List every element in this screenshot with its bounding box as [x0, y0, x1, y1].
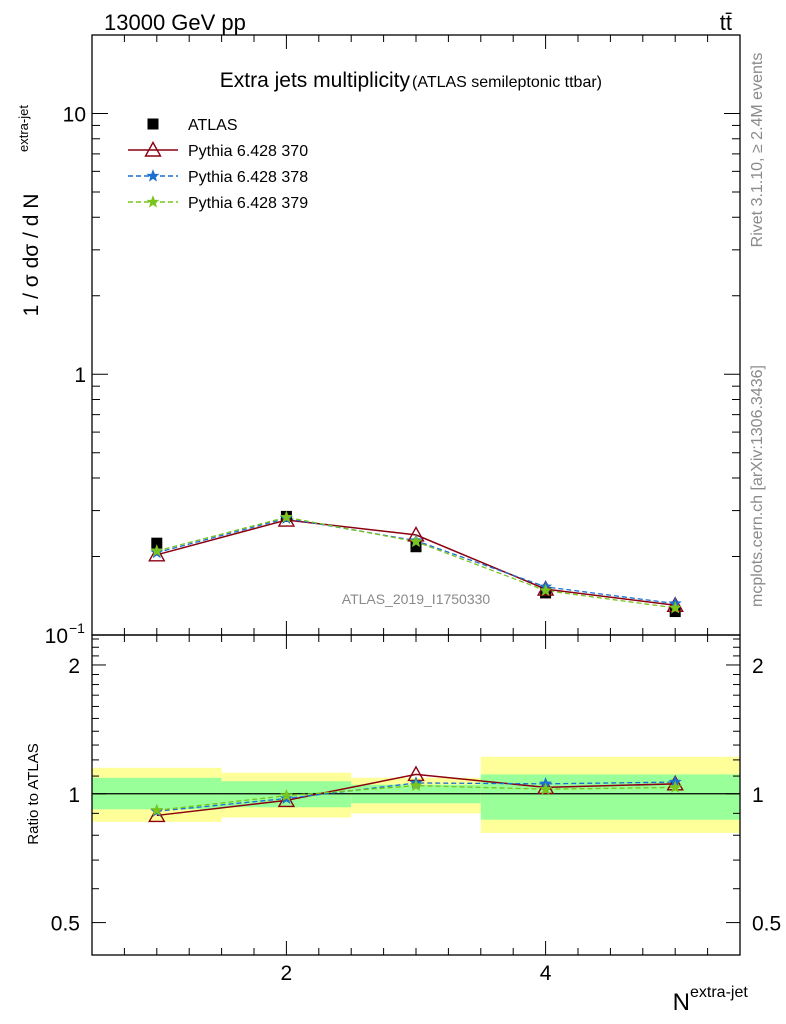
data-point-series-3: [279, 510, 293, 523]
ratio-point-series-2: [279, 788, 293, 802]
header-energy-label: 13000 GeV pp: [104, 10, 246, 35]
main-y-axis-label: 1 / σ dσ / d N extra-jet: [16, 105, 43, 317]
ratio-y-tick-label-right: 0.5: [752, 913, 781, 936]
ratio-y-axis-label: Ratio to ATLAS: [25, 743, 42, 844]
mcplots-label: mcplots.cern.ch [arXiv:1306.3436]: [749, 365, 766, 607]
main-y-tick-label: 10: [45, 625, 68, 648]
ratio-point-series-2: [150, 803, 164, 816]
main-y-tick-label: 10: [63, 103, 86, 126]
data-point-series-0: [410, 541, 422, 553]
ratio-line-0: [156, 773, 676, 817]
uncertainty-band-green: [480, 774, 740, 820]
legend-marker: [146, 195, 160, 208]
data-point-series-3: [409, 534, 423, 548]
ratio-y-tick-label-right: 2: [752, 655, 764, 678]
ratio-y-tick-label: 0.5: [51, 913, 80, 936]
x-axis-label: N extra-jet: [673, 984, 749, 1016]
legend: ATLAS Pythia 6.428 370 Pythia 6.428 378 Pyt…: [128, 117, 308, 212]
data-point-series-1: [666, 596, 684, 612]
main-y-tick-label: 1: [74, 364, 86, 387]
main-subtitle: (ATLAS semileptonic ttbar): [412, 74, 602, 91]
x-tick-label: 2: [281, 962, 293, 985]
x-tick-label: 4: [540, 962, 552, 985]
data-point-series-1: [277, 511, 296, 527]
data-point-series-0: [151, 537, 163, 549]
ratio-y-tick-label-right: 1: [752, 784, 764, 807]
legend-label: Pythia 6.428 379: [188, 195, 308, 212]
svg-text:extra-jet: extra-jet: [16, 105, 31, 152]
legend-marker: [147, 118, 159, 130]
svg-text:1 / σ dσ / d N: 1 / σ dσ / d N: [20, 194, 43, 317]
ratio-panel: 0.5 0.5 1 1 2 2 2 4 Ratio to ATLAS N extra-jet: [25, 634, 781, 1016]
ratio-point-series-2: [668, 780, 682, 793]
ratio-y-tick-label: 1: [68, 784, 80, 807]
legend-marker: [146, 169, 160, 182]
ratio-frame: [91, 634, 741, 956]
legend-label: ATLAS: [188, 117, 238, 134]
header-process-label: tt̄: [720, 10, 732, 35]
legend-label: Pythia 6.428 370: [188, 143, 308, 160]
watermark: ATLAS_2019_I1750330: [342, 591, 491, 607]
ratio-point-series-2: [539, 782, 553, 795]
data-point-series-1: [536, 580, 555, 596]
data-point-series-3: [668, 601, 682, 614]
ratio-point-series-0: [277, 791, 296, 808]
main-y-tick-label-exponent: −1: [69, 620, 85, 636]
data-point-series-3: [539, 583, 553, 597]
main-title: Extra jets multiplicity: [220, 69, 411, 92]
data-point-series-3: [150, 544, 164, 557]
svg-text:extra-jet: extra-jet: [690, 984, 748, 1001]
data-point-series-1: [148, 545, 166, 562]
ratio-point-series-2: [409, 778, 423, 792]
legend-label: Pythia 6.428 378: [188, 169, 308, 186]
ratio-point-series-0: [148, 806, 166, 823]
ratio-point-series-0: [536, 778, 555, 795]
ratio-y-tick-label: 2: [68, 655, 80, 678]
rivet-label: Rivet 3.1.10, ≥ 2.4M events: [749, 53, 766, 248]
legend-marker: [144, 141, 162, 157]
svg-text:N: N: [673, 989, 690, 1016]
